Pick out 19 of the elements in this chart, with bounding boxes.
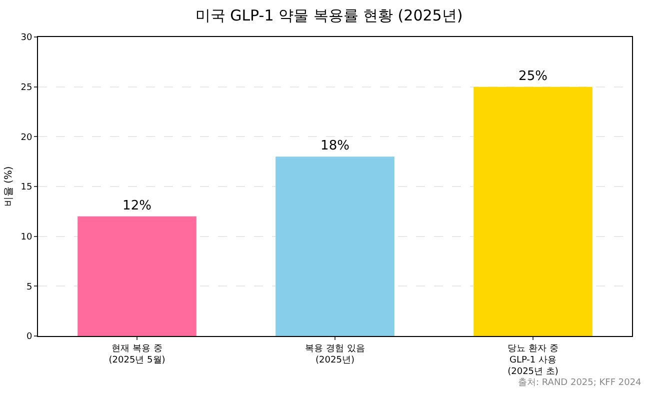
- data-label: 25%: [518, 68, 548, 84]
- bar: [78, 216, 196, 336]
- y-axis-title: 비율 (%): [4, 166, 15, 207]
- data-label: 18%: [320, 138, 350, 154]
- y-tick-label: 0: [26, 332, 32, 342]
- data-label: 12%: [122, 198, 152, 214]
- y-tick-label: 5: [26, 282, 32, 292]
- bar: [474, 86, 592, 336]
- y-tick-label: 10: [20, 232, 32, 242]
- y-tick-label: 30: [20, 33, 32, 44]
- y-tick-label: 25: [20, 82, 32, 93]
- x-tick-label: 복용 경험 있음 (2025년): [305, 344, 365, 366]
- x-tick-label: 당뇨 환자 중 GLP-1 사용 (2025년 초): [508, 344, 558, 378]
- bar: [276, 156, 394, 336]
- y-tick-label: 15: [20, 182, 32, 193]
- x-tick-label: 현재 복용 중 (2025년 5월): [108, 344, 166, 366]
- y-tick-label: 20: [20, 132, 32, 143]
- source-note: 출처: RAND 2025; KFF 2024: [518, 378, 642, 388]
- chart-title: 미국 GLP-1 약물 복용률 현황 (2025년): [195, 6, 463, 24]
